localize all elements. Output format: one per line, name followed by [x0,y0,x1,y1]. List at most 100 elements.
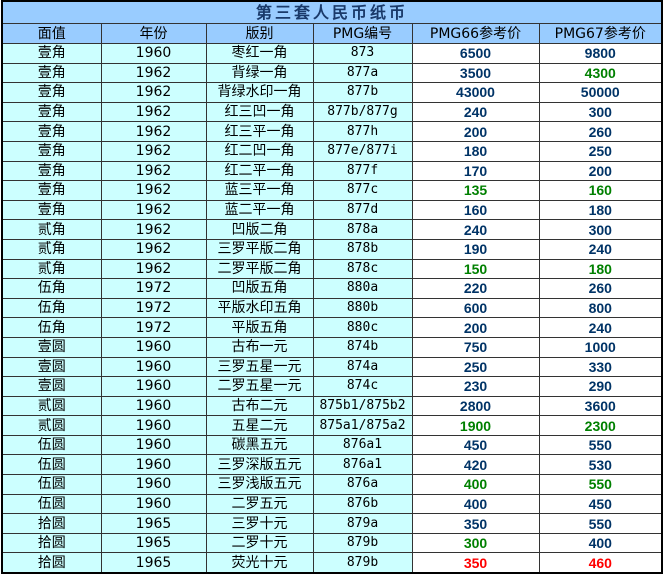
year-cell: 1962 [100,219,207,240]
pmg-number-cell: 880a [312,278,413,299]
pmg-number-cell: 877c [312,180,413,201]
pmg66-price-cell: 160 [411,199,540,221]
pmg66-price-cell: 190 [411,238,540,260]
pmg66-price-cell: 170 [411,160,540,182]
pmg-number-cell: 876a1 [312,434,413,456]
pmg-number-cell: 875a1/875a2 [312,415,413,436]
column-header-pmg-number: PMG编号 [312,23,413,44]
table-row: 伍角 1972 凹版五角 880a 220 260 [1,278,663,299]
pmg-number-cell: 878a [312,219,413,240]
denomination-cell: 伍圆 [1,493,102,515]
pmg-number-cell: 874b [312,336,413,358]
pmg66-price-cell: 150 [411,258,540,280]
pmg66-price-cell: 1900 [411,415,540,436]
denomination-cell: 壹角 [1,43,102,64]
denomination-cell: 壹圆 [1,336,102,358]
denomination-cell: 壹角 [1,82,102,103]
year-cell: 1960 [100,434,207,456]
denomination-cell: 贰角 [1,219,102,240]
pmg-number-cell: 875b1/875b2 [312,395,413,417]
pmg-number-cell: 880c [312,317,413,338]
pmg-number-cell: 876a [312,474,413,495]
pmg67-price-cell: 160 [538,180,663,201]
denomination-cell: 拾圆 [1,552,102,574]
table-row: 壹角 1962 蓝三平一角 877c 135 160 [1,180,663,201]
denomination-cell: 贰角 [1,238,102,260]
pmg66-price-cell: 180 [411,140,540,162]
pmg-number-cell: 874a [312,356,413,378]
pmg67-price-cell: 550 [538,434,663,456]
pmg-number-cell: 876a1 [312,454,413,476]
pmg67-price-cell: 180 [538,258,663,280]
denomination-cell: 伍圆 [1,454,102,476]
pmg67-price-cell: 1000 [538,336,663,358]
variety-cell: 平版水印五角 [205,297,314,319]
pmg66-price-cell: 220 [411,278,540,299]
pmg66-price-cell: 240 [411,101,540,123]
year-cell: 1960 [100,454,207,476]
year-cell: 1960 [100,474,207,495]
pmg67-price-cell: 3600 [538,395,663,417]
table-row: 伍圆 1960 二罗五元 876b 400 450 [1,493,663,515]
pmg-number-cell: 879b [312,532,413,554]
variety-cell: 枣红一角 [205,43,314,64]
variety-cell: 二罗五星一元 [205,376,314,397]
pmg67-price-cell: 460 [538,552,663,574]
pmg66-price-cell: 400 [411,493,540,515]
denomination-cell: 拾圆 [1,532,102,554]
pmg67-price-cell: 2300 [538,415,663,436]
pmg67-price-cell: 300 [538,219,663,240]
table-row: 壹角 1960 枣红一角 873 6500 9800 [1,43,663,64]
pmg67-price-cell: 400 [538,532,663,554]
denomination-cell: 壹角 [1,160,102,182]
table-row: 贰角 1962 凹版二角 878a 240 300 [1,219,663,240]
pmg-number-cell: 880b [312,297,413,319]
year-cell: 1962 [100,101,207,123]
pmg66-price-cell: 230 [411,376,540,397]
pmg67-price-cell: 250 [538,140,663,162]
pmg67-price-cell: 300 [538,101,663,123]
pmg66-price-cell: 420 [411,454,540,476]
column-header-variety: 版别 [205,23,314,44]
denomination-cell: 壹圆 [1,376,102,397]
variety-cell: 红二平一角 [205,160,314,182]
pmg67-price-cell: 260 [538,121,663,142]
column-header-pmg67-price: PMG67参考价 [538,23,663,44]
variety-cell: 三罗五星一元 [205,356,314,378]
table-row: 壹角 1962 背绿一角 877a 3500 4300 [1,62,663,84]
table-row: 拾圆 1965 三罗十元 879a 350 550 [1,513,663,534]
pmg67-price-cell: 50000 [538,82,663,103]
pmg66-price-cell: 750 [411,336,540,358]
year-cell: 1962 [100,82,207,103]
pmg67-price-cell: 450 [538,493,663,515]
denomination-cell: 壹圆 [1,356,102,378]
table-row: 壹角 1962 背绿水印一角 877b 43000 50000 [1,82,663,103]
pmg66-price-cell: 43000 [411,82,540,103]
pmg-number-cell: 874c [312,376,413,397]
variety-cell: 二罗平版二角 [205,258,314,280]
table-row: 壹角 1962 蓝二平一角 877d 160 180 [1,199,663,221]
year-cell: 1960 [100,376,207,397]
pmg67-price-cell: 4300 [538,62,663,84]
year-cell: 1972 [100,297,207,319]
denomination-cell: 伍角 [1,297,102,319]
variety-cell: 二罗十元 [205,532,314,554]
variety-cell: 凹版二角 [205,219,314,240]
pmg-number-cell: 873 [312,43,413,64]
table-row: 贰角 1962 二罗平版二角 878c 150 180 [1,258,663,280]
pmg66-price-cell: 200 [411,317,540,338]
table-row: 壹圆 1960 古布一元 874b 750 1000 [1,336,663,358]
denomination-cell: 伍圆 [1,434,102,456]
year-cell: 1960 [100,395,207,417]
pmg66-price-cell: 450 [411,434,540,456]
denomination-cell: 壹角 [1,199,102,221]
table-row: 壹角 1962 红二平一角 877f 170 200 [1,160,663,182]
pmg67-price-cell: 290 [538,376,663,397]
denomination-cell: 壹角 [1,180,102,201]
year-cell: 1960 [100,43,207,64]
variety-cell: 红三凹一角 [205,101,314,123]
table-row: 伍角 1972 平版水印五角 880b 600 800 [1,297,663,319]
year-cell: 1962 [100,180,207,201]
variety-cell: 三罗深版五元 [205,454,314,476]
